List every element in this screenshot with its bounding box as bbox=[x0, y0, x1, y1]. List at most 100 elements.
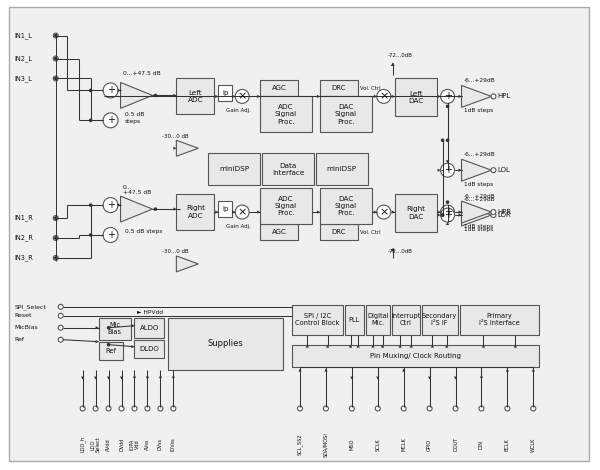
FancyBboxPatch shape bbox=[345, 305, 364, 335]
Polygon shape bbox=[257, 211, 260, 214]
Polygon shape bbox=[317, 211, 320, 214]
Polygon shape bbox=[215, 95, 218, 98]
Circle shape bbox=[103, 197, 118, 212]
Text: AGC: AGC bbox=[272, 229, 286, 235]
Polygon shape bbox=[374, 95, 377, 98]
Circle shape bbox=[505, 406, 510, 411]
Circle shape bbox=[89, 118, 92, 122]
Circle shape bbox=[53, 76, 58, 81]
Polygon shape bbox=[133, 376, 136, 380]
Circle shape bbox=[58, 337, 63, 342]
Text: Vol. Ctrl: Vol. Ctrl bbox=[360, 86, 380, 91]
FancyBboxPatch shape bbox=[392, 305, 419, 335]
Circle shape bbox=[53, 56, 58, 61]
Circle shape bbox=[58, 304, 63, 309]
Text: Supplies: Supplies bbox=[208, 339, 244, 348]
Text: 1dB steps: 1dB steps bbox=[464, 108, 493, 113]
Text: SDA/MOSI: SDA/MOSI bbox=[323, 432, 328, 457]
Text: ×: × bbox=[379, 91, 388, 102]
Text: -6...+29dB: -6...+29dB bbox=[464, 78, 495, 83]
FancyBboxPatch shape bbox=[395, 194, 437, 232]
Polygon shape bbox=[118, 89, 121, 92]
Text: Data
Interface: Data Interface bbox=[272, 163, 304, 176]
Circle shape bbox=[441, 139, 445, 142]
Circle shape bbox=[53, 33, 58, 38]
Circle shape bbox=[446, 139, 449, 142]
Circle shape bbox=[54, 256, 58, 260]
Circle shape bbox=[377, 89, 391, 103]
Text: -30...0 dB: -30...0 dB bbox=[163, 134, 189, 139]
Text: miniDSP: miniDSP bbox=[219, 166, 249, 172]
Text: WCLK: WCLK bbox=[531, 437, 536, 452]
Text: Digital
Mic.: Digital Mic. bbox=[367, 313, 389, 326]
Text: Secondary
I²S IF: Secondary I²S IF bbox=[422, 313, 457, 326]
Polygon shape bbox=[461, 86, 491, 107]
Polygon shape bbox=[391, 248, 395, 251]
Text: +: + bbox=[443, 165, 452, 175]
Polygon shape bbox=[431, 345, 434, 348]
FancyBboxPatch shape bbox=[260, 188, 312, 224]
Circle shape bbox=[235, 205, 249, 219]
FancyBboxPatch shape bbox=[292, 345, 539, 367]
Polygon shape bbox=[437, 211, 440, 214]
Text: LDO
Select: LDO Select bbox=[90, 437, 101, 452]
Text: ALDO: ALDO bbox=[140, 325, 159, 331]
FancyBboxPatch shape bbox=[176, 194, 214, 230]
Polygon shape bbox=[376, 376, 379, 380]
Circle shape bbox=[53, 235, 58, 241]
Text: 0...: 0... bbox=[122, 185, 132, 189]
Polygon shape bbox=[131, 324, 134, 328]
Text: +: + bbox=[443, 210, 452, 220]
Text: IN1_L: IN1_L bbox=[15, 32, 33, 39]
Polygon shape bbox=[480, 376, 483, 380]
Text: DAC
Signal
Proc.: DAC Signal Proc. bbox=[335, 104, 357, 125]
Polygon shape bbox=[81, 376, 84, 380]
FancyBboxPatch shape bbox=[320, 96, 372, 132]
Circle shape bbox=[145, 406, 150, 411]
Polygon shape bbox=[402, 368, 406, 372]
Polygon shape bbox=[324, 368, 328, 372]
Text: DOUT: DOUT bbox=[453, 437, 458, 452]
Polygon shape bbox=[215, 211, 218, 214]
Text: Right
DAC: Right DAC bbox=[406, 206, 425, 219]
Polygon shape bbox=[121, 196, 152, 222]
Text: Primary
I²S Interface: Primary I²S Interface bbox=[479, 313, 520, 326]
Circle shape bbox=[479, 406, 484, 411]
Text: 0...+47.5 dB: 0...+47.5 dB bbox=[122, 71, 160, 76]
Polygon shape bbox=[514, 345, 517, 348]
Text: -6...+29dB: -6...+29dB bbox=[464, 194, 495, 199]
Polygon shape bbox=[461, 201, 491, 223]
FancyBboxPatch shape bbox=[292, 305, 343, 335]
Text: BCLK: BCLK bbox=[505, 438, 510, 451]
FancyBboxPatch shape bbox=[218, 86, 232, 102]
Polygon shape bbox=[146, 376, 149, 380]
Text: DIN: DIN bbox=[479, 440, 484, 449]
Polygon shape bbox=[391, 63, 395, 66]
Circle shape bbox=[54, 236, 58, 240]
Text: 0.5 dB steps: 0.5 dB steps bbox=[125, 228, 162, 234]
Circle shape bbox=[103, 83, 118, 98]
Polygon shape bbox=[159, 376, 162, 380]
Circle shape bbox=[54, 57, 58, 60]
Polygon shape bbox=[381, 345, 384, 348]
FancyBboxPatch shape bbox=[320, 188, 372, 224]
Text: LOL: LOL bbox=[497, 167, 510, 173]
FancyBboxPatch shape bbox=[366, 305, 390, 335]
Polygon shape bbox=[445, 345, 448, 348]
Polygon shape bbox=[257, 95, 260, 98]
Polygon shape bbox=[458, 211, 461, 214]
Circle shape bbox=[89, 233, 92, 237]
Circle shape bbox=[53, 255, 58, 260]
Text: ► HPVdd: ► HPVdd bbox=[137, 310, 163, 315]
Circle shape bbox=[531, 406, 536, 411]
Text: +: + bbox=[107, 115, 115, 125]
Circle shape bbox=[106, 406, 111, 411]
FancyBboxPatch shape bbox=[460, 305, 539, 335]
Text: -30...0 dB: -30...0 dB bbox=[163, 250, 189, 254]
FancyBboxPatch shape bbox=[260, 96, 312, 132]
Circle shape bbox=[323, 406, 328, 411]
FancyBboxPatch shape bbox=[169, 318, 283, 369]
Circle shape bbox=[440, 163, 455, 177]
Text: ×: × bbox=[238, 207, 247, 217]
FancyBboxPatch shape bbox=[316, 153, 368, 185]
